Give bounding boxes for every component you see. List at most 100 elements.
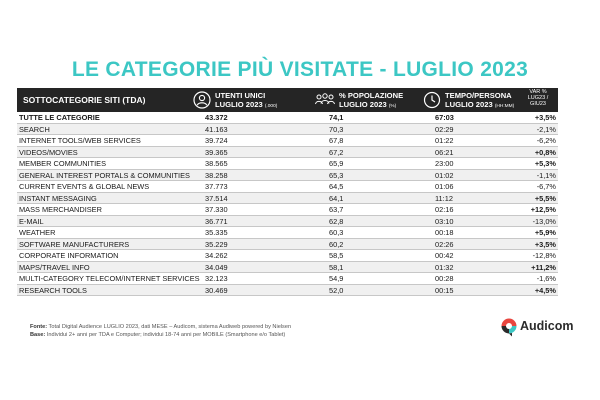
cell-population: 65,3 [329,170,344,180]
cell-population: 70,3 [329,124,344,134]
cell-population: 67,2 [329,147,344,157]
cell-time: 00:18 [435,228,454,237]
cell-users: 39.724 [205,136,228,145]
cell-variation: +3,5% [534,239,556,249]
cell-users: 43.372 [205,113,228,122]
cell-category: INSTANT MESSAGING [19,193,97,203]
cell-population: 60,3 [329,228,344,237]
cell-population: 60,2 [329,239,344,249]
cell-time: 00:42 [435,251,454,260]
cell-users: 41.163 [205,124,228,134]
cell-time: 02:29 [435,124,454,134]
cell-population: 64,1 [329,193,344,203]
cell-category: INTERNET TOOLS/WEB SERVICES [19,136,141,145]
table-row: MASS MERCHANDISER 37.330 63,7 02:16 +12,5% [17,204,558,216]
cell-time: 01:02 [435,170,454,180]
cell-variation: -6,7% [536,182,556,191]
header-users: UTENTI UNICI LUGLIO 2023 (.000) [215,91,278,109]
cell-time: 03:10 [435,216,454,226]
cell-variation: +12,5% [530,205,556,214]
cell-category: E-MAIL [19,216,44,226]
table-row: WEATHER 35.335 60,3 00:18 +5,9% [17,227,558,239]
cell-category: SOFTWARE MANUFACTURERS [19,239,130,249]
table-row: MAPS/TRAVEL INFO 34.049 58,1 01:32 +11,2% [17,261,558,273]
cell-variation: +5,5% [534,193,556,203]
cell-variation: -1,1% [536,170,556,180]
cell-population: 64,5 [329,182,344,191]
table-row: CORPORATE INFORMATION 34.262 58,5 00:42 -12,… [17,250,558,262]
cell-users: 37.514 [205,193,228,203]
brand-name: Audicom [520,319,574,333]
cell-users: 30.469 [205,285,228,295]
cell-population: 58,5 [329,251,344,260]
header-category: SOTTOCATEGORIE SITI (TDA) [23,95,146,105]
cell-category: CURRENT EVENTS & GLOBAL NEWS [19,182,150,191]
user-icon [193,91,211,109]
categories-table: SOTTOCATEGORIE SITI (TDA) UTENTI UNICI L… [17,88,558,296]
cell-users: 37.330 [205,205,228,214]
cell-population: 54,9 [329,274,344,283]
cell-time: 01:06 [435,182,454,191]
cell-category: RESEARCH TOOLS [19,285,87,295]
cell-users: 35.229 [205,239,228,249]
cell-users: 36.771 [205,216,228,226]
cell-category: CORPORATE INFORMATION [19,251,119,260]
cell-variation: +5,3% [534,159,556,168]
table-row: MEMBER COMMUNITIES 38.565 65,9 23:00 +5,3% [17,158,558,170]
cell-users: 34.262 [205,251,228,260]
cell-time: 00:15 [435,285,454,295]
cell-category: MEMBER COMMUNITIES [19,159,107,168]
header-variation: VAR % LUG23 / GIU23 [527,89,549,108]
header-time: TEMPO/PERSONA LUGLIO 2023 (HH:MM) [445,91,515,109]
cell-users: 38.565 [205,159,228,168]
table-row: INTERNET TOOLS/WEB SERVICES 39.724 67,8 01:… [17,135,558,147]
cell-users: 34.049 [205,262,228,272]
cell-category: MULTI-CATEGORY TELECOM/INTERNET SERVICES [19,274,200,283]
cell-time: 06:21 [435,147,454,157]
table-row: GENERAL INTEREST PORTALS & COMMUNITIES 38… [17,169,558,181]
cell-time: 23:00 [435,159,454,168]
cell-variation: +5,9% [534,228,556,237]
population-icon [315,93,335,105]
cell-time: 11:12 [435,193,453,203]
cell-users: 38.258 [205,170,228,180]
cell-time: 02:26 [435,239,454,249]
footnote: Fonte: Total Digital Audience LUGLIO 202… [30,324,292,338]
table-row: VIDEOS/MOVIES 39.365 67,2 06:21 +0,8% [17,146,558,158]
cell-category: SEARCH [19,124,50,134]
cell-category: TUTTE LE CATEGORIE [19,113,100,122]
cell-category: MAPS/TRAVEL INFO [19,262,90,272]
cell-category: GENERAL INTEREST PORTALS & COMMUNITIES [19,170,190,180]
header-population: % POPOLAZIONE LUGLIO 2023 (%) [339,91,404,109]
table-body: TUTTE LE CATEGORIE 43.372 74,1 67:03 +3,5% SE… [17,112,558,296]
cell-population: 52,0 [329,285,344,295]
table-row: SEARCH 41.163 70,3 02:29 -2,1% [17,123,558,135]
cell-variation: -6,2% [536,136,556,145]
cell-time: 01:22 [435,136,454,145]
cell-variation: -13,0% [532,216,556,226]
cell-population: 62,8 [329,216,344,226]
table-row: CURRENT EVENTS & GLOBAL NEWS 37.773 64,5 01… [17,181,558,193]
cell-variation: -1,6% [536,274,556,283]
cell-category: VIDEOS/MOVIES [19,147,78,157]
cell-users: 35.335 [205,228,228,237]
clock-icon [423,91,441,109]
table-row: SOFTWARE MANUFACTURERS 35.229 60,2 02:26 +3,… [17,238,558,250]
cell-variation: +0,8% [534,147,556,157]
cell-population: 63,7 [329,205,344,214]
audicom-logo-icon [501,318,517,337]
cell-users: 37.773 [205,182,228,191]
cell-population: 74,1 [329,113,344,122]
cell-time: 01:32 [435,262,454,272]
page-title: LE CATEGORIE PIÙ VISITATE - LUGLIO 2023 [71,58,529,81]
cell-variation: -2,1% [536,124,556,134]
cell-variation: +3,5% [534,113,556,122]
cell-category: MASS MERCHANDISER [19,205,102,214]
table-header: SOTTOCATEGORIE SITI (TDA) UTENTI UNICI L… [17,88,558,112]
cell-time: 02:16 [435,205,454,214]
cell-variation: +4,5% [534,285,556,295]
table-row: TUTTE LE CATEGORIE 43.372 74,1 67:03 +3,5% [17,112,558,124]
cell-variation: -12,8% [532,251,556,260]
cell-population: 67,8 [329,136,344,145]
cell-population: 65,9 [329,159,344,168]
